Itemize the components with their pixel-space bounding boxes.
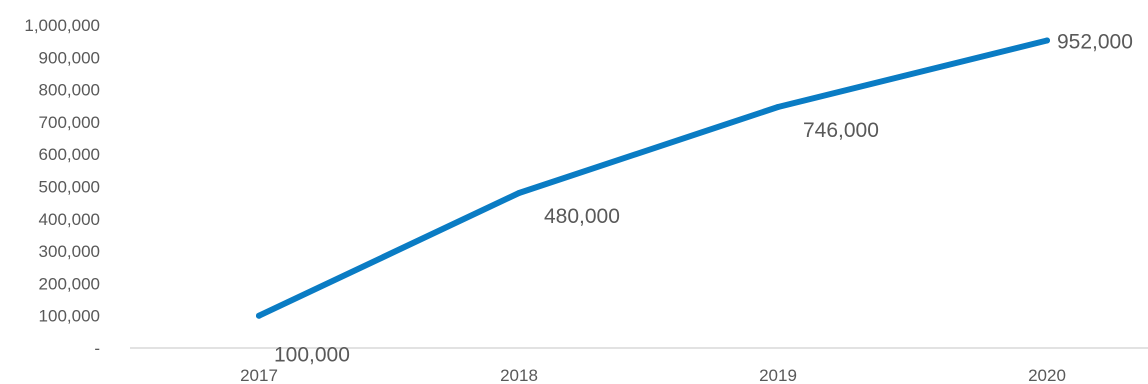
data-point (516, 190, 522, 196)
y-tick-label: 200,000 (39, 274, 100, 293)
x-axis-tick-labels: 2017 2018 2019 2020 (240, 366, 1066, 384)
x-tick-label: 2017 (240, 366, 278, 384)
x-tick-label: 2018 (500, 366, 538, 384)
data-label: 746,000 (803, 119, 879, 142)
data-point (775, 104, 781, 110)
data-labels: 100,000 480,000 746,000 952,000 (274, 31, 1133, 367)
series-group (256, 37, 1050, 319)
y-axis-tick-labels: - 100,000 200,000 300,000 400,000 500,000 600,… (24, 16, 100, 358)
y-tick-label: 800,000 (39, 81, 100, 100)
data-point (1044, 37, 1050, 44)
data-label: 100,000 (274, 344, 350, 367)
x-tick-label: 2019 (759, 366, 797, 384)
data-label: 480,000 (544, 205, 620, 228)
y-tick-label: 900,000 (39, 48, 100, 67)
y-tick-label: 300,000 (39, 242, 100, 261)
x-tick-label: 2020 (1028, 366, 1066, 384)
y-tick-label: 700,000 (39, 113, 100, 132)
y-tick-label: 500,000 (39, 178, 100, 197)
y-tick-label: 100,000 (39, 307, 100, 326)
y-tick-label: - (94, 339, 100, 358)
y-tick-label: 1,000,000 (24, 16, 100, 35)
series-line (256, 37, 1050, 319)
y-tick-label: 400,000 (39, 210, 100, 229)
y-tick-label: 600,000 (39, 145, 100, 164)
data-point (256, 312, 262, 319)
data-label: 952,000 (1057, 31, 1133, 54)
